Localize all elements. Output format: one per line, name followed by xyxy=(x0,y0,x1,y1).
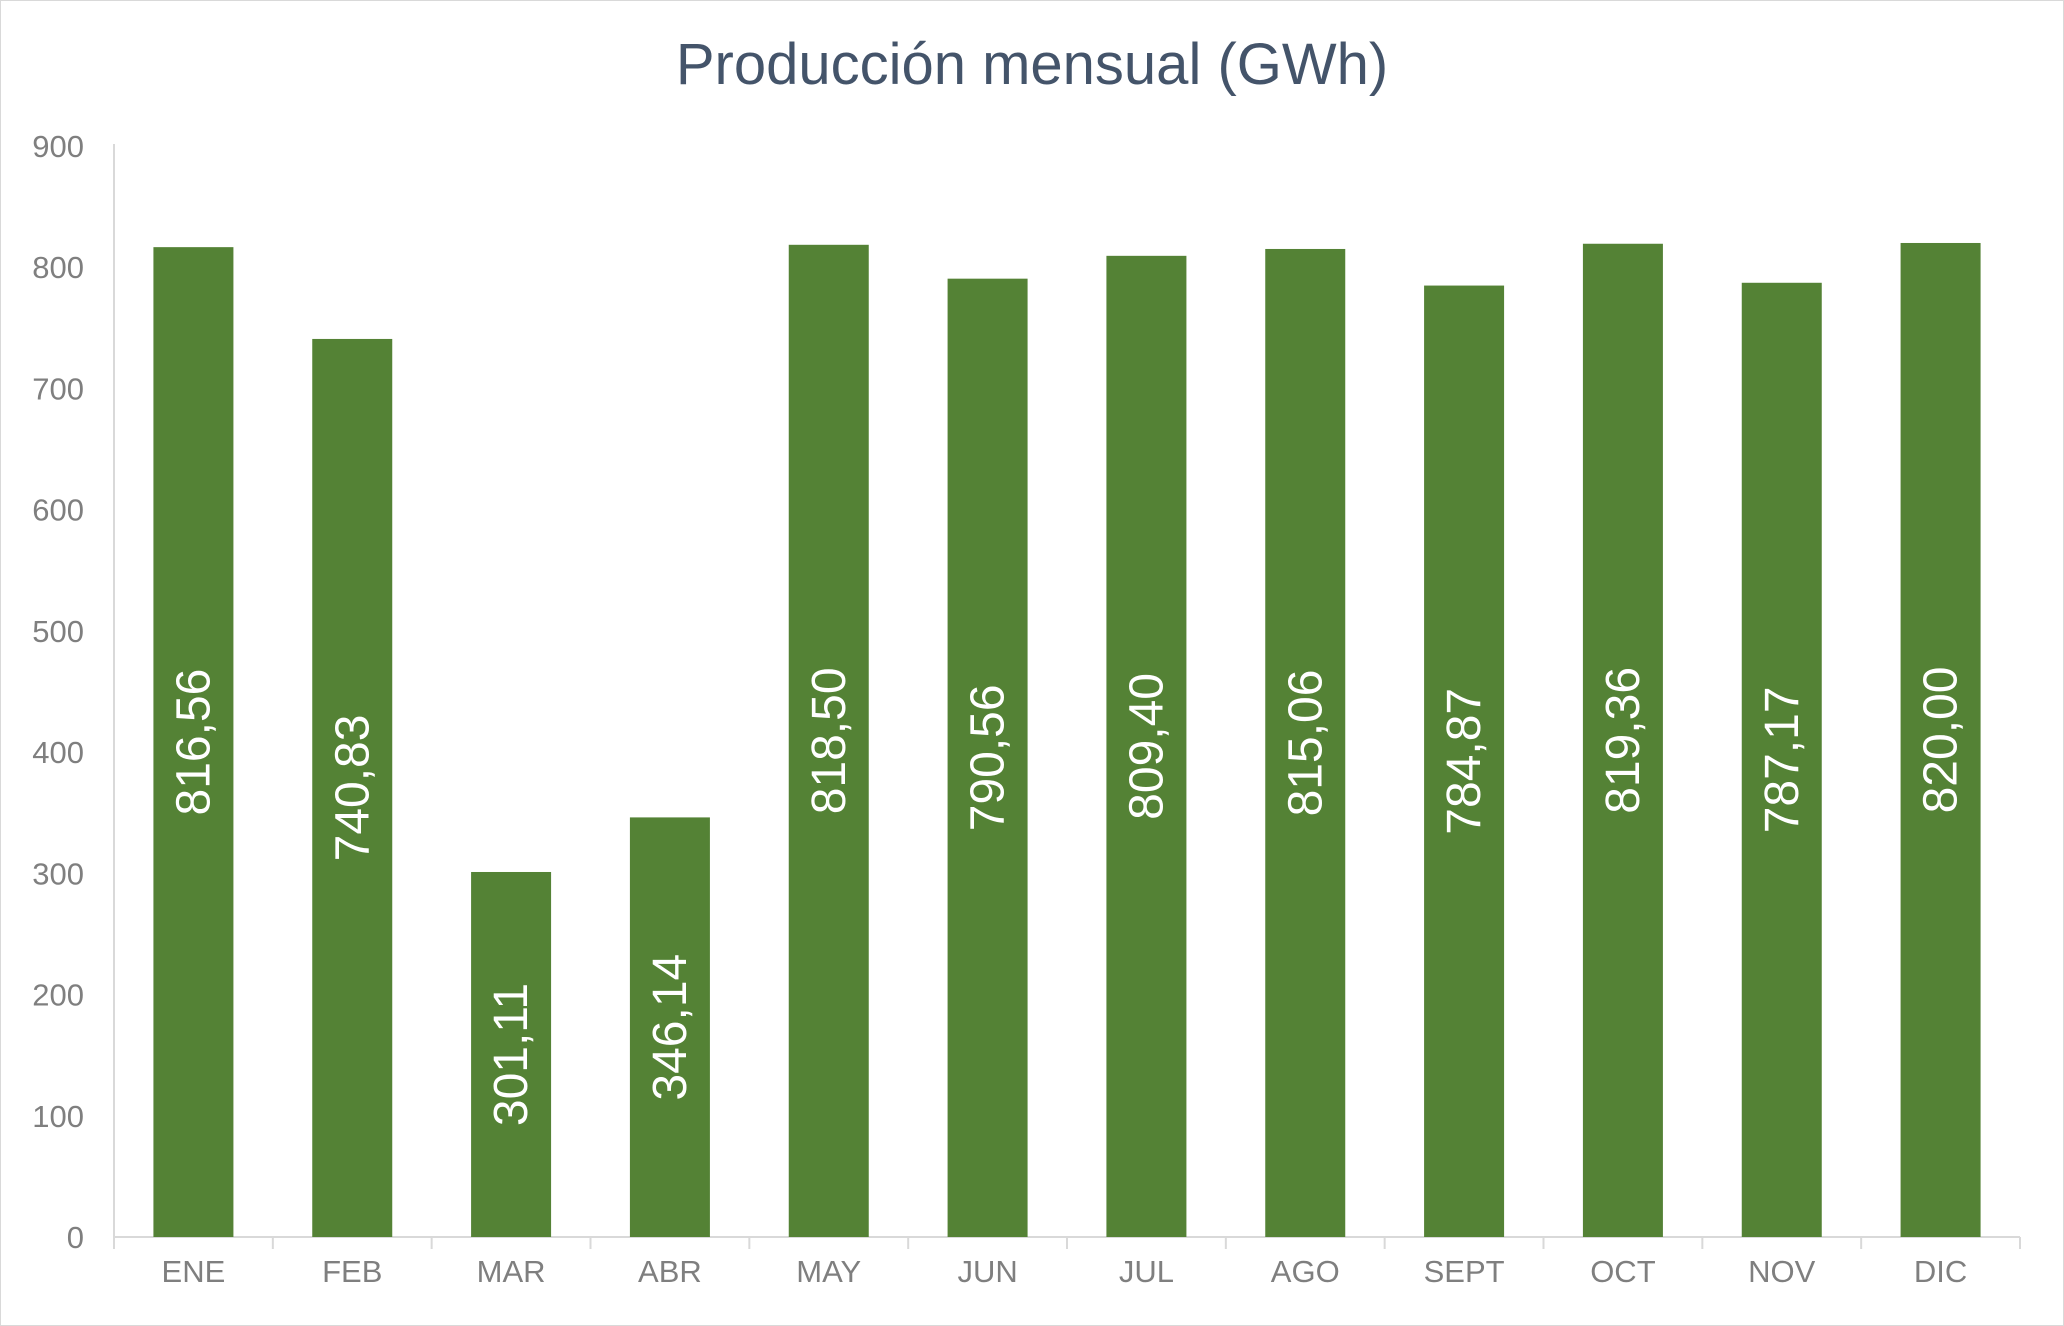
bar-data-label: 809,40 xyxy=(1120,673,1173,820)
data-labels: 816,56 740,83 301,11 346,14 818,50 790,56 809,… xyxy=(167,667,1967,1127)
bar xyxy=(947,278,1028,1237)
bar-data-label: 787,17 xyxy=(1756,686,1809,833)
bar-data-label: 820,00 xyxy=(1915,667,1968,814)
y-tick-label: 800 xyxy=(32,250,84,285)
bar-data-label: 815,06 xyxy=(1279,670,1332,817)
x-category-label: DIC xyxy=(1914,1254,1967,1289)
y-axis: 0 100 200 300 400 500 600 700 800 900 xyxy=(32,129,115,1255)
x-category-label: OCT xyxy=(1590,1254,1656,1289)
bar xyxy=(312,338,393,1237)
bar xyxy=(1265,248,1346,1237)
bar xyxy=(1582,243,1663,1237)
x-category-label: MAR xyxy=(477,1254,546,1289)
bar xyxy=(1424,285,1505,1238)
x-category-label: MAY xyxy=(796,1254,861,1289)
bar xyxy=(471,871,552,1237)
y-tick-label: 500 xyxy=(32,614,84,649)
bar-data-label: 784,87 xyxy=(1438,688,1491,835)
x-category-label: FEB xyxy=(322,1254,382,1289)
y-tick-label: 900 xyxy=(32,129,84,164)
x-category-label: SEPT xyxy=(1424,1254,1505,1289)
y-tick-label: 700 xyxy=(32,371,84,406)
bar xyxy=(788,244,869,1237)
bar-data-label: 346,14 xyxy=(644,954,697,1101)
bar xyxy=(629,817,710,1237)
bar-data-label: 790,56 xyxy=(962,684,1015,831)
y-tick-label: 100 xyxy=(32,1099,84,1134)
bar-data-label: 816,56 xyxy=(167,669,220,816)
x-category-label: ENE xyxy=(162,1254,226,1289)
x-category-label: JUN xyxy=(957,1254,1017,1289)
bar-data-label: 819,36 xyxy=(1597,667,1650,814)
x-category-label: JUL xyxy=(1119,1254,1174,1289)
y-tick-label: 0 xyxy=(67,1220,84,1255)
x-category-label: NOV xyxy=(1748,1254,1816,1289)
x-category-label: ABR xyxy=(638,1254,702,1289)
bar-data-label: 818,50 xyxy=(803,667,856,814)
bar xyxy=(1106,255,1187,1237)
bar-data-label: 301,11 xyxy=(485,983,538,1126)
bar xyxy=(1741,282,1822,1237)
y-tick-label: 300 xyxy=(32,856,84,891)
chart-title: Producción mensual (GWh) xyxy=(676,32,1388,97)
x-axis: ENE FEB MAR ABR MAY JUN JUL AGO SEPT OCT NOV DIC xyxy=(113,1236,2021,1289)
bar xyxy=(1900,242,1981,1237)
x-category-label: AGO xyxy=(1271,1254,1340,1289)
bar-data-label: 740,83 xyxy=(326,715,379,862)
y-tick-label: 400 xyxy=(32,735,84,770)
bar xyxy=(153,247,234,1237)
y-tick-label: 600 xyxy=(32,493,84,528)
y-tick-label: 200 xyxy=(32,978,84,1013)
bars xyxy=(153,242,1981,1238)
